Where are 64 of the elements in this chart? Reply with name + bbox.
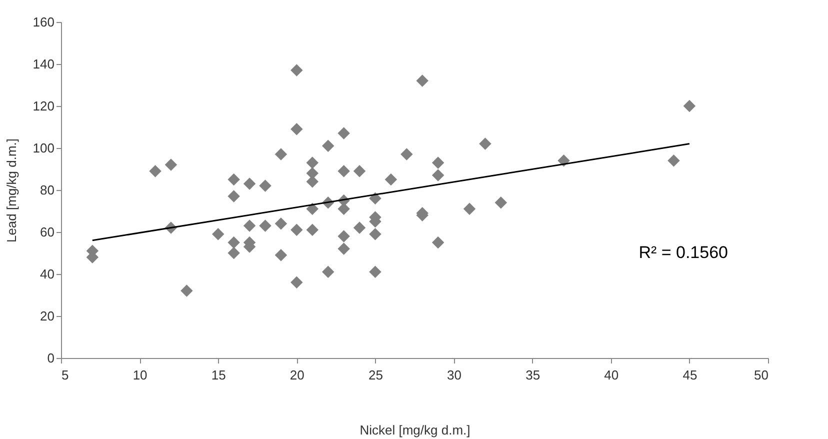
point <box>683 100 696 112</box>
point <box>384 173 398 186</box>
y-tick-label: 100 <box>32 140 54 156</box>
y-tick-label: 40 <box>40 266 54 282</box>
point <box>353 164 366 178</box>
point <box>432 169 444 182</box>
point <box>290 224 303 236</box>
point <box>416 74 428 87</box>
point <box>290 122 303 136</box>
point <box>290 276 303 289</box>
y-tick-label: 140 <box>32 56 54 72</box>
y-tick-label: 60 <box>40 224 54 240</box>
y-tick-label: 0 <box>47 350 54 366</box>
point <box>149 164 162 178</box>
y-axis-title: Lead [mg/kg d.m.] <box>4 138 19 243</box>
point <box>306 224 318 236</box>
point <box>668 154 680 167</box>
annotation: R² = 0.1560 <box>638 243 728 262</box>
point <box>306 156 318 169</box>
y-tick-label: 160 <box>32 14 54 30</box>
point <box>432 156 444 169</box>
point <box>274 248 288 262</box>
point <box>243 220 256 232</box>
point <box>180 284 193 297</box>
point <box>494 196 508 209</box>
point <box>479 138 492 150</box>
x-tick-label: 15 <box>211 368 226 382</box>
point <box>164 158 178 171</box>
point <box>259 220 272 232</box>
point <box>228 246 240 260</box>
x-tick-label: 25 <box>368 368 383 382</box>
x-axis-title: Nickel [mg/kg d.m.] <box>360 422 470 438</box>
point <box>338 127 350 140</box>
x-tick-label: 35 <box>526 368 540 382</box>
point <box>338 230 350 242</box>
x-tick-label: 20 <box>290 368 304 382</box>
point <box>400 148 413 160</box>
x-tick-label: 50 <box>754 368 768 382</box>
y-tick-label: 20 <box>40 308 54 324</box>
point <box>369 266 382 278</box>
point <box>290 64 303 76</box>
y-tick-label: 120 <box>32 98 54 114</box>
x-tick-label: 45 <box>682 368 698 382</box>
point <box>243 178 256 190</box>
point <box>463 202 476 216</box>
point <box>274 217 288 230</box>
point <box>212 228 224 240</box>
point <box>338 242 350 255</box>
x-tick-label: 5 <box>62 368 69 382</box>
point <box>353 222 366 234</box>
point <box>432 236 444 249</box>
x-tick-label: 40 <box>604 368 619 382</box>
point <box>338 164 350 178</box>
y-tick-label: 80 <box>40 182 54 198</box>
point <box>322 140 334 152</box>
x-tick-label: 30 <box>447 368 462 382</box>
point <box>228 173 240 186</box>
point <box>228 190 240 202</box>
point <box>228 236 240 249</box>
point <box>274 148 288 160</box>
point <box>322 266 334 278</box>
point <box>259 180 272 192</box>
point <box>369 228 382 240</box>
x-tick-label: 10 <box>132 368 148 382</box>
